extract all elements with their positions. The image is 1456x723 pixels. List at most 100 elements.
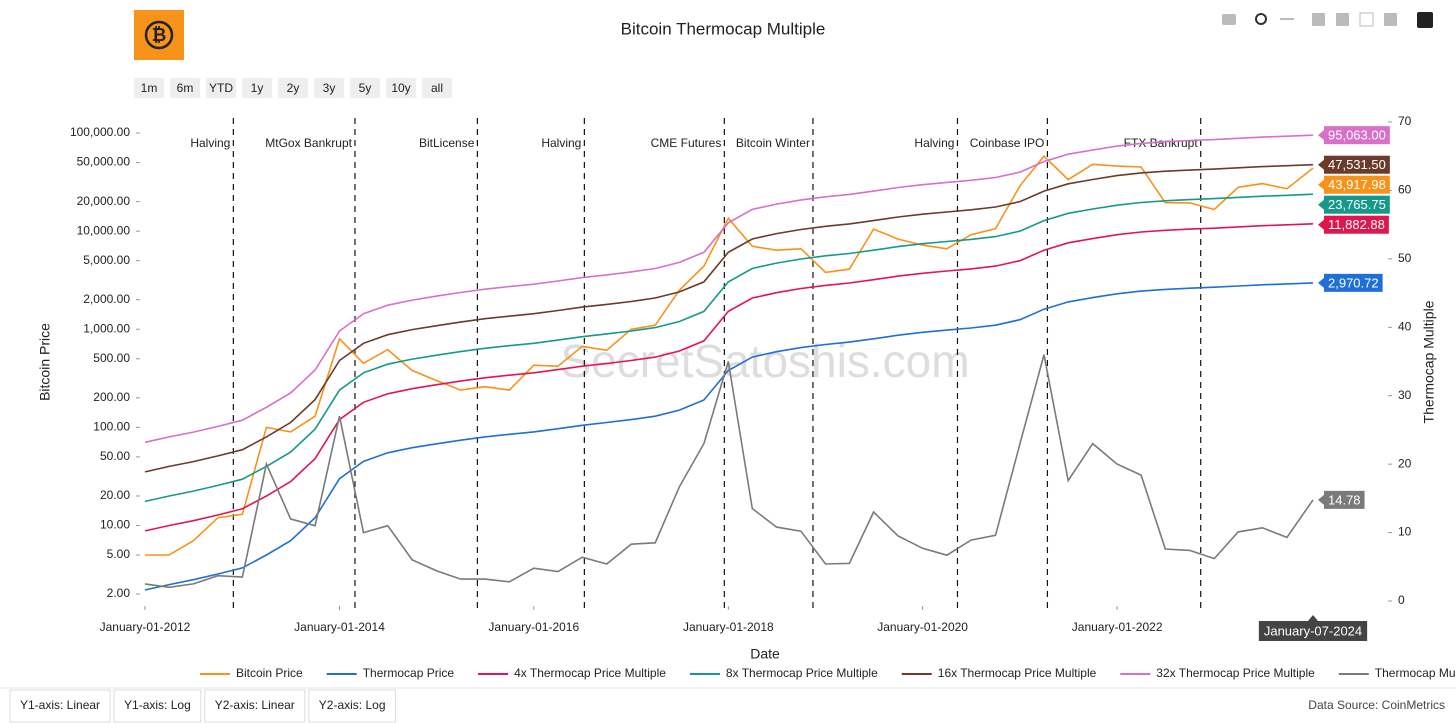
series-line bbox=[144, 134, 1314, 444]
zoom-in-icon[interactable] bbox=[1312, 13, 1325, 26]
range-button-label[interactable]: 1m bbox=[141, 81, 158, 95]
end-label-pointer bbox=[1318, 130, 1324, 141]
y2-tick-label: 0 bbox=[1398, 593, 1405, 607]
legend-label[interactable]: Thermocap Price bbox=[363, 666, 455, 680]
y2-tick-label: 50 bbox=[1398, 251, 1412, 265]
y-tick-label: 50.00 bbox=[100, 449, 130, 463]
hover-label: January-07-2024 bbox=[1264, 623, 1362, 638]
y2-tick-label: 10 bbox=[1398, 525, 1412, 539]
zoom-icon[interactable] bbox=[1255, 13, 1267, 25]
y-tick-label: 5.00 bbox=[107, 547, 131, 561]
legend-label[interactable]: 8x Thermocap Price Multiple bbox=[726, 666, 878, 680]
camera-icon[interactable] bbox=[1222, 14, 1236, 25]
legend-label[interactable]: 4x Thermocap Price Multiple bbox=[514, 666, 666, 680]
end-label-text: 11,882.88 bbox=[1328, 217, 1385, 232]
toolbar bbox=[1222, 12, 1433, 28]
axis-button[interactable] bbox=[113, 689, 202, 723]
legend-label[interactable]: Thermocap Multiple bbox=[1375, 666, 1456, 680]
range-button[interactable] bbox=[134, 78, 164, 98]
end-label-text: 43,917.98 bbox=[1328, 177, 1386, 192]
end-label-pointer bbox=[1318, 199, 1324, 210]
chart-title: Bitcoin Thermocap Multiple bbox=[621, 19, 826, 38]
x-tick-label: January-01-2018 bbox=[683, 620, 774, 634]
plotly-icon[interactable] bbox=[1417, 12, 1433, 28]
hover-pointer bbox=[1308, 615, 1318, 621]
y-tick-label: 2,000.00 bbox=[83, 292, 130, 306]
range-button-label[interactable]: 5y bbox=[359, 81, 372, 95]
reset-icon[interactable] bbox=[1384, 13, 1397, 26]
range-button[interactable] bbox=[206, 78, 236, 98]
axis-button-label[interactable]: Y2-axis: Linear bbox=[215, 698, 295, 712]
range-button[interactable] bbox=[422, 78, 452, 98]
hover-box bbox=[1258, 621, 1368, 641]
series-line bbox=[144, 193, 1314, 503]
y2-axis-title: Thermocap Multiple bbox=[1421, 300, 1437, 423]
axis-button[interactable] bbox=[204, 689, 306, 723]
y-tick-label: 1,000.00 bbox=[83, 321, 130, 335]
autoscale-icon[interactable] bbox=[1359, 12, 1374, 27]
legend-label[interactable]: Bitcoin Price bbox=[236, 666, 303, 680]
range-button[interactable] bbox=[314, 78, 344, 98]
x-tick-label: January-01-2020 bbox=[877, 620, 968, 634]
x-axis-title: Date bbox=[750, 646, 780, 662]
x-tick-label: January-01-2014 bbox=[294, 620, 385, 634]
x-tick-label: January-01-2012 bbox=[100, 620, 191, 634]
logo-glyph: ₿ bbox=[152, 25, 167, 45]
end-label-box bbox=[1324, 195, 1390, 214]
event-label: FTX Bankrupt bbox=[1124, 136, 1199, 150]
y-tick-label: 10,000.00 bbox=[77, 223, 131, 237]
axis-button[interactable] bbox=[9, 689, 111, 723]
zoom-out-icon[interactable] bbox=[1336, 13, 1349, 26]
pan-icon[interactable] bbox=[1280, 18, 1294, 20]
y-tick-label: 20,000.00 bbox=[77, 194, 131, 208]
range-button[interactable] bbox=[242, 78, 272, 98]
logo-mark bbox=[144, 20, 174, 50]
y-tick-label: 100.00 bbox=[93, 420, 130, 434]
end-label: 23,765.75 bbox=[1318, 195, 1390, 214]
range-button[interactable] bbox=[386, 78, 416, 98]
event-label: BitLicense bbox=[419, 136, 475, 150]
range-button[interactable] bbox=[170, 78, 200, 98]
legend-label[interactable]: 32x Thermocap Price Multiple bbox=[1156, 666, 1315, 680]
x-tick-label: January-01-2022 bbox=[1072, 620, 1163, 634]
axis-button-label[interactable]: Y1-axis: Linear bbox=[20, 698, 100, 712]
series-line bbox=[144, 354, 1314, 589]
y2-tick-label: 60 bbox=[1398, 183, 1412, 197]
series-line bbox=[144, 282, 1314, 591]
end-label-box bbox=[1324, 490, 1365, 509]
y2-tick-label: 20 bbox=[1398, 456, 1412, 470]
range-button-label[interactable]: YTD bbox=[209, 81, 233, 95]
event-label: CME Futures bbox=[651, 136, 722, 150]
data-source: Data Source: CoinMetrics bbox=[1308, 698, 1445, 712]
y-tick-label: 50,000.00 bbox=[77, 155, 131, 169]
range-button-label[interactable]: all bbox=[431, 81, 443, 95]
end-label-text: 47,531.50 bbox=[1328, 157, 1386, 172]
end-label-pointer bbox=[1318, 219, 1324, 230]
y-tick-label: 10.00 bbox=[100, 518, 130, 532]
axis-button-label[interactable]: Y2-axis: Log bbox=[319, 698, 386, 712]
end-label: 2,970.72 bbox=[1318, 273, 1383, 292]
y2-tick-label: 40 bbox=[1398, 319, 1412, 333]
y-tick-label: 200.00 bbox=[93, 390, 130, 404]
end-label-box bbox=[1324, 215, 1389, 234]
range-button-label[interactable]: 3y bbox=[323, 81, 336, 95]
end-label: 47,531.50 bbox=[1318, 155, 1390, 174]
legend-label[interactable]: 16x Thermocap Price Multiple bbox=[938, 666, 1097, 680]
event-label: Halving bbox=[541, 136, 581, 150]
range-button[interactable] bbox=[278, 78, 308, 98]
range-button[interactable] bbox=[350, 78, 380, 98]
range-button-label[interactable]: 2y bbox=[287, 81, 300, 95]
range-button-label[interactable]: 6m bbox=[177, 81, 194, 95]
end-label-pointer bbox=[1318, 277, 1324, 288]
axis-button-label[interactable]: Y1-axis: Log bbox=[124, 698, 191, 712]
end-label: 11,882.88 bbox=[1318, 215, 1389, 234]
range-button-label[interactable]: 10y bbox=[391, 81, 410, 95]
end-label-box bbox=[1324, 126, 1390, 145]
y-tick-label: 500.00 bbox=[93, 351, 130, 365]
axis-button[interactable] bbox=[308, 689, 396, 723]
series-line bbox=[145, 155, 1314, 556]
y-tick-label: 20.00 bbox=[100, 488, 130, 502]
range-button-label[interactable]: 1y bbox=[251, 81, 264, 95]
